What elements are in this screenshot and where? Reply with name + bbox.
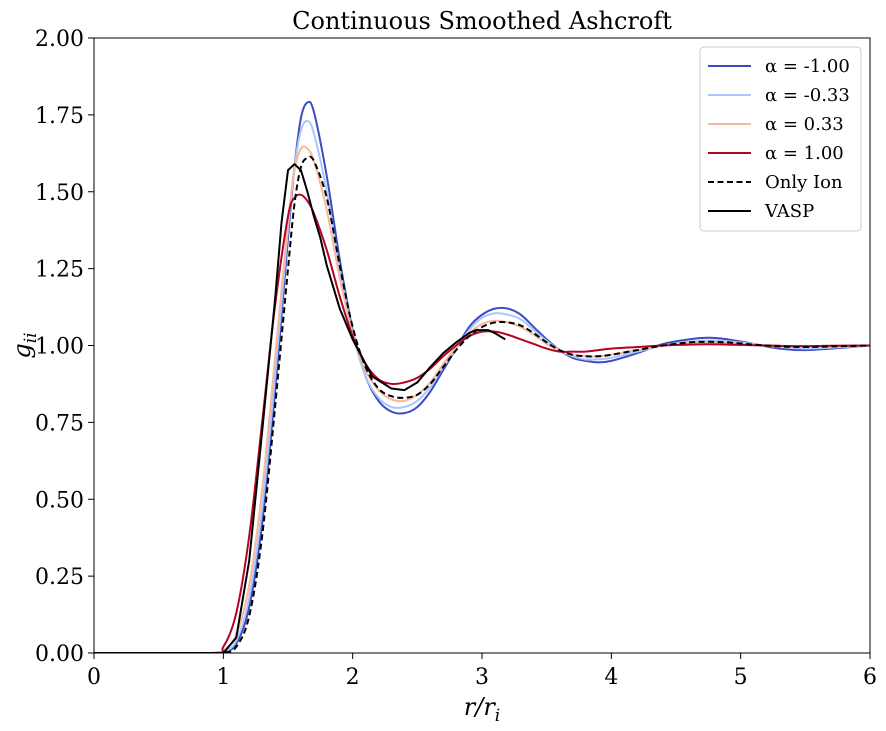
series-line-1 bbox=[94, 100, 870, 653]
legend-label: α = 1.00 bbox=[765, 143, 844, 164]
y-tick-label: 1.25 bbox=[35, 258, 84, 283]
legend-label: VASP bbox=[764, 201, 814, 222]
ticks-layer: 0 1 2 3 4 5 6 0.00 0.25 0.50 0.75 1.00 1.25 1.50 1.75 2… bbox=[35, 27, 877, 690]
series-line-5 bbox=[94, 155, 870, 653]
x-tick-label: 2 bbox=[346, 665, 360, 690]
legend-label: α = 0.33 bbox=[765, 114, 844, 135]
legend-label: Only Ion bbox=[765, 172, 843, 193]
series-line-4 bbox=[94, 193, 870, 653]
y-tick-label: 0.00 bbox=[35, 642, 84, 667]
x-tick-label: 6 bbox=[863, 665, 877, 690]
series-line-6 bbox=[94, 163, 506, 653]
legend: α = -1.00 α = -0.33 α = 0.33 α = 1.00 Only I… bbox=[699, 46, 862, 232]
y-tick-label: 1.00 bbox=[35, 335, 84, 360]
legend-box bbox=[699, 46, 862, 232]
y-tick-label: 1.50 bbox=[35, 181, 84, 206]
x-tick-label: 0 bbox=[87, 665, 101, 690]
y-tick-label: 0.75 bbox=[35, 411, 84, 436]
chart-title: Continuous Smoothed Ashcroft bbox=[292, 7, 672, 35]
legend-label: α = -0.33 bbox=[765, 85, 850, 106]
x-axis-title: r/ri bbox=[464, 693, 500, 726]
series-layer bbox=[94, 100, 870, 653]
x-tick-label: 1 bbox=[216, 665, 230, 690]
x-tick-label: 5 bbox=[734, 665, 748, 690]
y-tick-label: 0.50 bbox=[35, 488, 84, 513]
y-tick-label: 2.00 bbox=[35, 27, 84, 52]
x-tick-label: 3 bbox=[475, 665, 489, 690]
y-axis-title: gii bbox=[8, 332, 41, 358]
y-tick-label: 1.75 bbox=[35, 104, 84, 129]
legend-label: α = -1.00 bbox=[765, 56, 850, 77]
x-axis-label: r/ri bbox=[464, 693, 500, 726]
y-tick-label: 0.25 bbox=[35, 565, 84, 590]
y-axis-label: gii bbox=[8, 332, 41, 358]
x-tick-label: 4 bbox=[604, 665, 618, 690]
